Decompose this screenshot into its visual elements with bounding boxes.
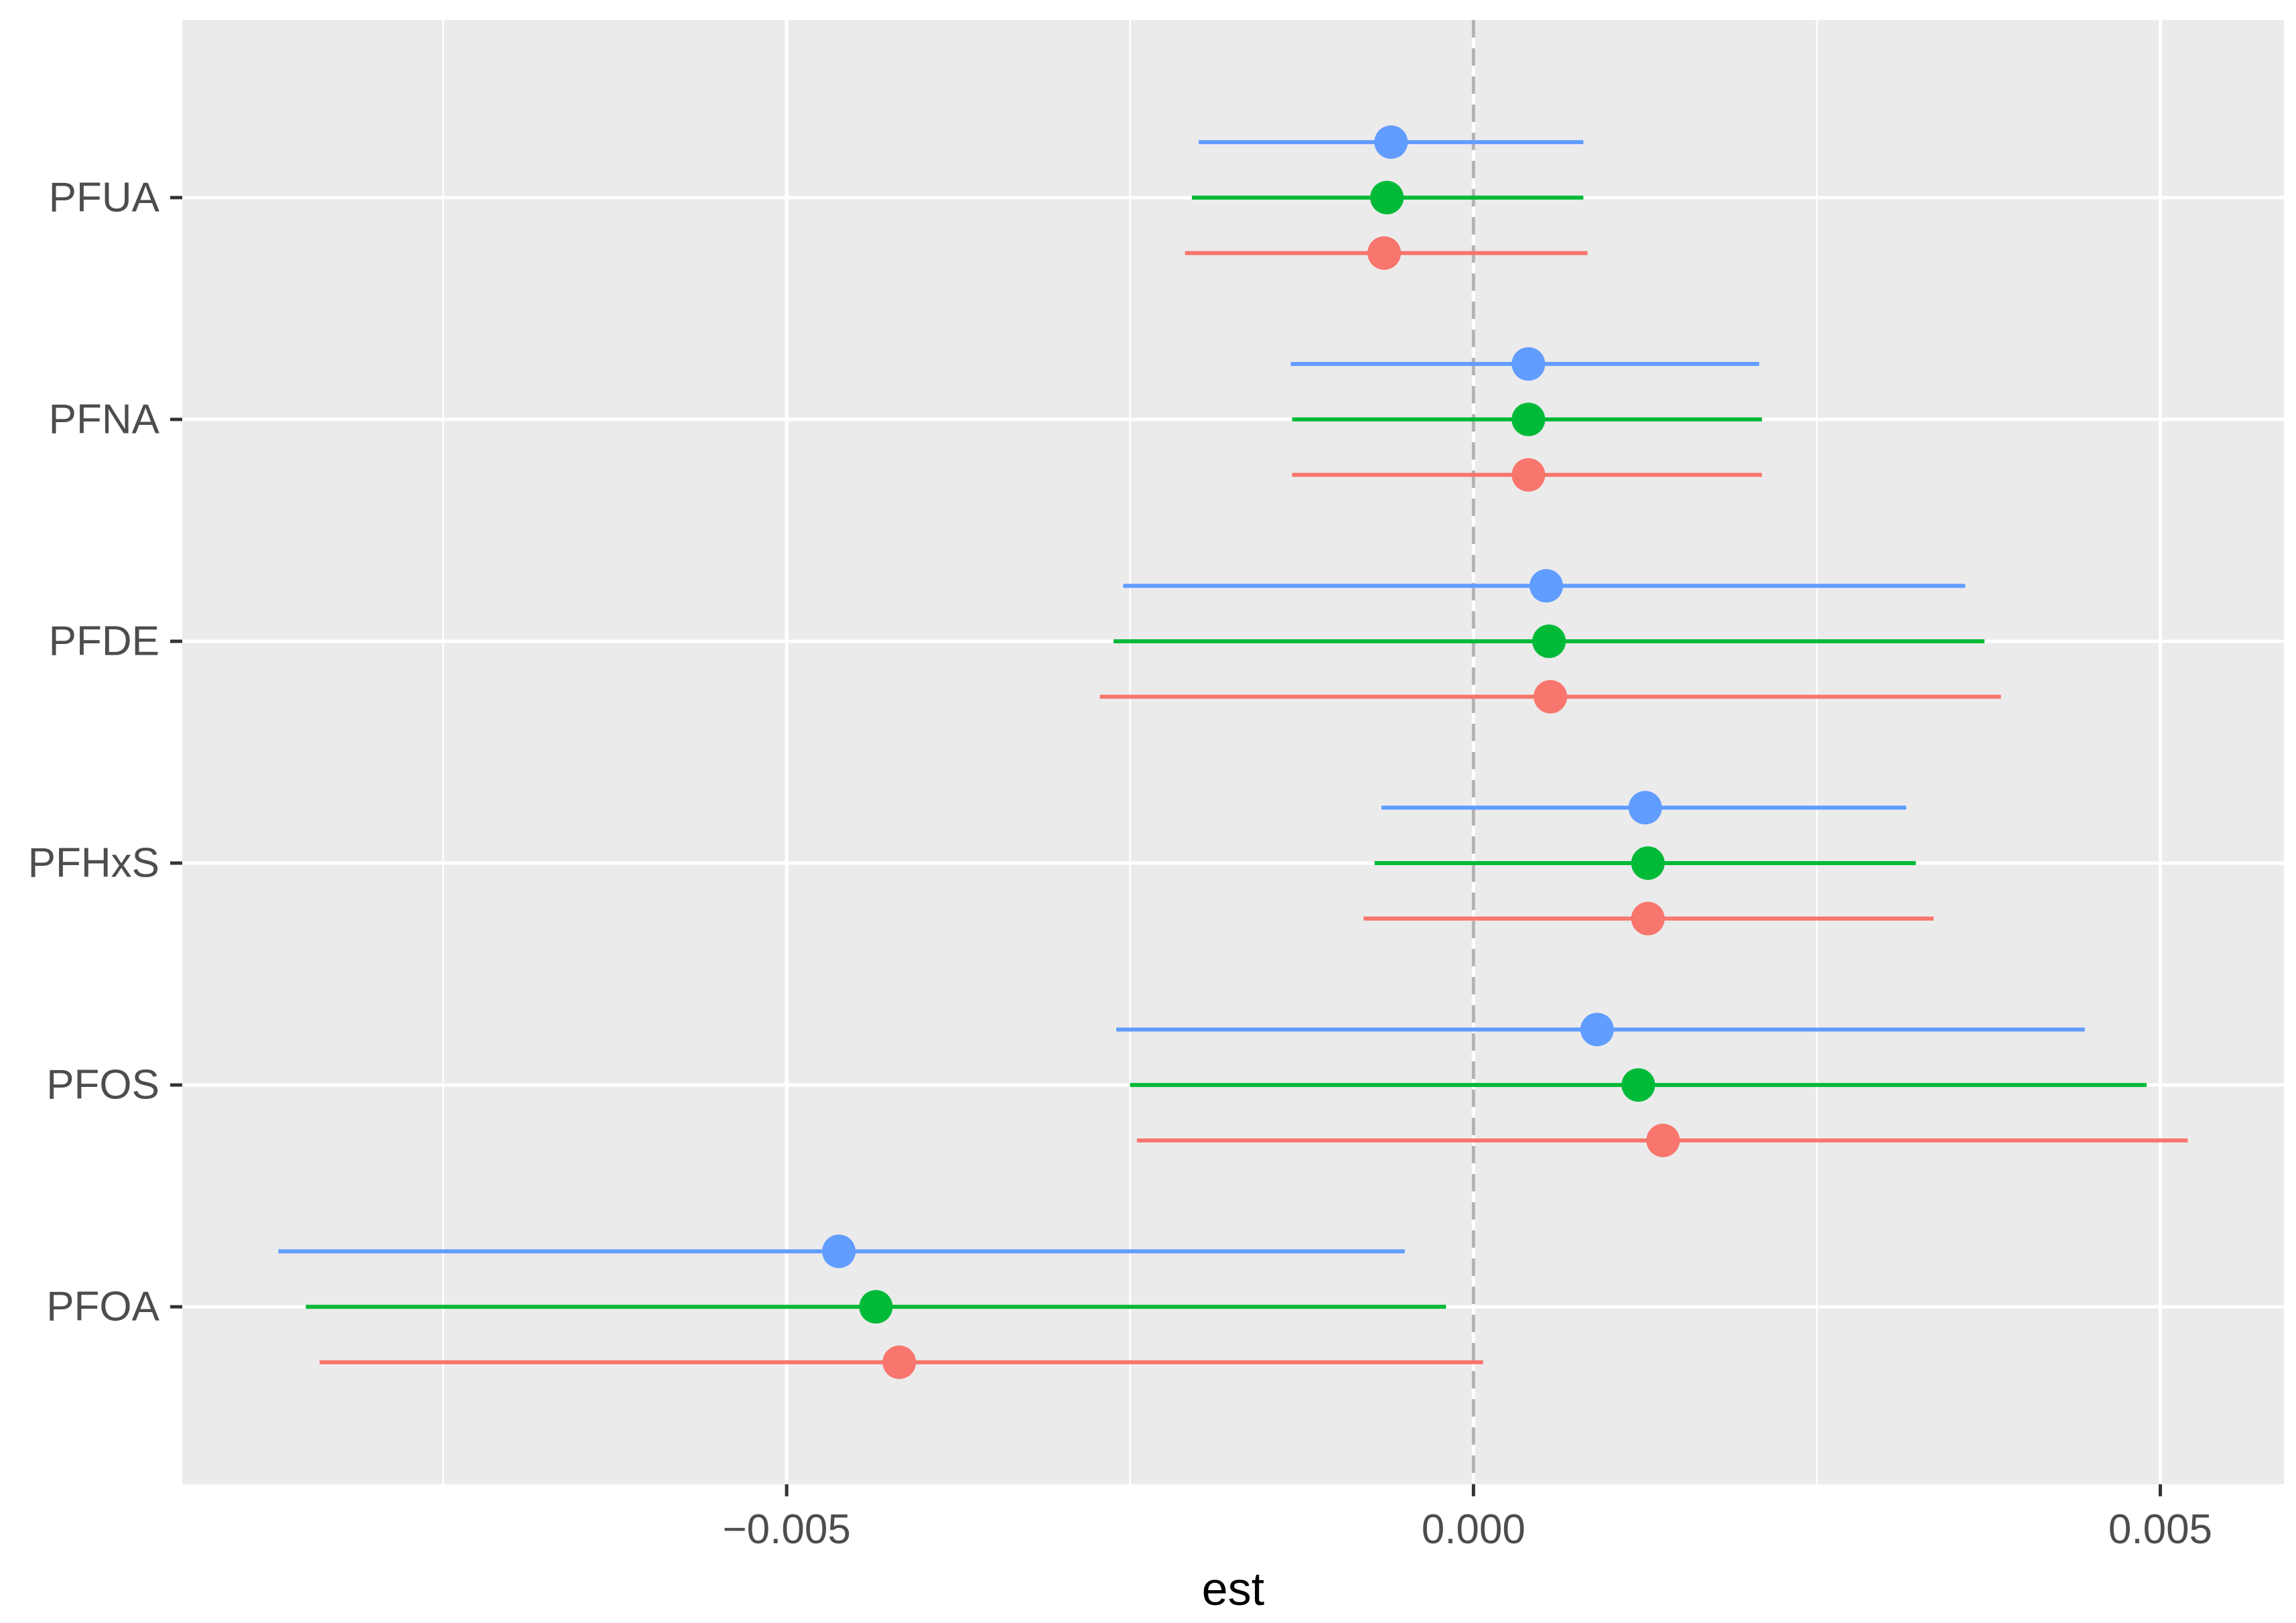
y-tick-label-pfde: PFDE xyxy=(49,618,159,664)
estimate-point-pfoa-top xyxy=(822,1234,856,1269)
estimate-point-pfna-bottom xyxy=(1511,458,1546,492)
estimate-point-pfde-middle xyxy=(1532,624,1566,658)
estimate-point-pfna-middle xyxy=(1511,402,1546,436)
x-axis: −0.005 0.000 0.005 xyxy=(722,1484,2212,1553)
estimate-point-pfde-bottom xyxy=(1534,679,1568,714)
estimate-point-pfna-top xyxy=(1511,347,1546,381)
y-tick-label-pfhxs: PFHxS xyxy=(28,840,159,887)
estimate-point-pfua-bottom xyxy=(1367,236,1402,270)
y-tick-label-pfos: PFOS xyxy=(46,1062,159,1108)
estimates-layer xyxy=(278,125,2188,1379)
y-tick-label-pfoa: PFOA xyxy=(46,1284,159,1330)
x-tick-label: 0.005 xyxy=(2108,1506,2212,1553)
x-axis-title: est xyxy=(1202,1563,1264,1615)
estimate-point-pfos-middle xyxy=(1621,1068,1656,1102)
estimate-point-pfoa-middle xyxy=(859,1290,893,1324)
estimate-point-pfos-bottom xyxy=(1646,1123,1680,1157)
estimate-point-pfde-top xyxy=(1529,569,1563,603)
estimate-point-pfhxs-bottom xyxy=(1631,901,1665,935)
estimate-point-pfhxs-top xyxy=(1628,791,1662,825)
estimate-point-pfua-top xyxy=(1374,125,1408,159)
y-tick-label-pfna: PFNA xyxy=(49,396,160,442)
x-tick-label: −0.005 xyxy=(722,1506,850,1553)
x-tick-label: 0.000 xyxy=(1422,1506,1526,1553)
minor-gridlines xyxy=(442,20,1818,1484)
plot-background xyxy=(182,20,2284,1484)
estimate-point-pfhxs-middle xyxy=(1631,846,1665,881)
estimate-point-pfua-middle xyxy=(1370,180,1404,214)
estimate-point-pfoa-bottom xyxy=(882,1345,917,1379)
y-axis: PFUA PFNA PFDE PFHxS PFOS PFOA xyxy=(28,174,182,1330)
estimate-point-pfos-top xyxy=(1580,1013,1614,1047)
y-tick-label-pfua: PFUA xyxy=(49,174,160,220)
